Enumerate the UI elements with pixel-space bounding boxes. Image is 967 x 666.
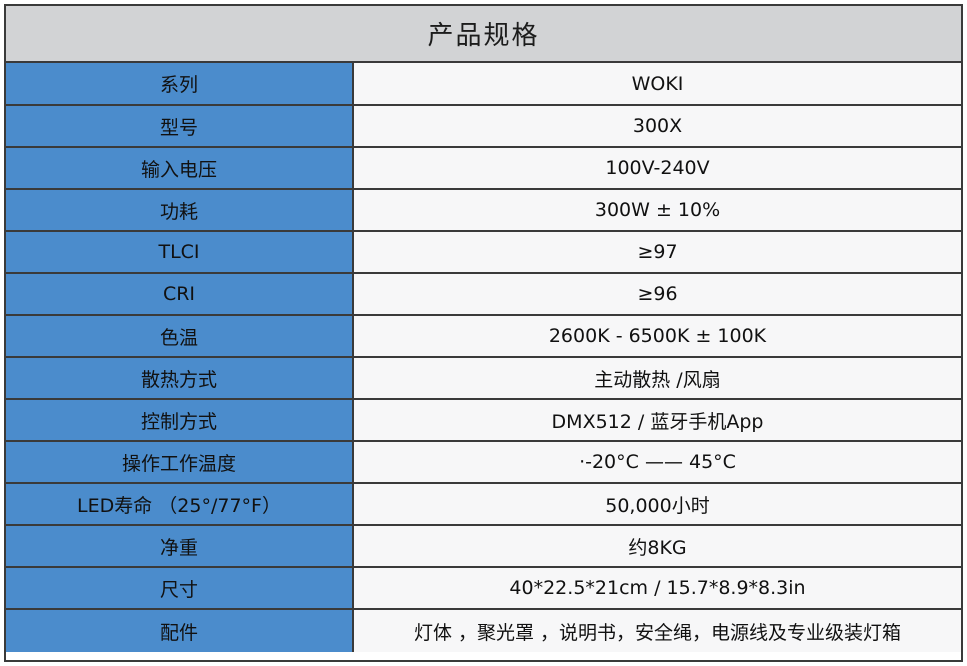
table-row: CRI ≥96	[6, 273, 961, 316]
spec-table: 系列 WOKI 型号 300X 输入电压 100V-240V 功耗 300W ±…	[6, 63, 961, 652]
table-row: 控制方式 DMX512 / 蓝牙手机App	[6, 399, 961, 442]
table-row: 系列 WOKI	[6, 63, 961, 106]
row-label: LED寿命 （25°/77°F）	[6, 483, 354, 526]
table-row: TLCI ≥97	[6, 231, 961, 274]
row-value: ≥96	[353, 273, 961, 316]
row-label: 净重	[6, 525, 354, 568]
table-row: 色温 2600K - 6500K ± 100K	[6, 315, 961, 358]
row-value: DMX512 / 蓝牙手机App	[353, 399, 961, 442]
row-label: 控制方式	[6, 399, 354, 442]
row-value: ≥97	[353, 231, 961, 274]
table-row: 功耗 300W ± 10%	[6, 189, 961, 232]
row-label: 配件	[6, 609, 354, 652]
table-row: 型号 300X	[6, 105, 961, 148]
row-value: 主动散热 /风扇	[353, 357, 961, 400]
row-value: 约8KG	[353, 525, 961, 568]
row-value: 40*22.5*21cm / 15.7*8.9*8.3in	[353, 567, 961, 610]
row-label: 散热方式	[6, 357, 354, 400]
table-row: 尺寸 40*22.5*21cm / 15.7*8.9*8.3in	[6, 567, 961, 610]
spec-sheet: 产品规格 系列 WOKI 型号 300X 输入电压 100V-240V 功耗 3…	[4, 4, 963, 662]
row-value: WOKI	[353, 63, 961, 106]
table-row: 散热方式 主动散热 /风扇	[6, 357, 961, 400]
row-value: 100V-240V	[353, 147, 961, 190]
row-value: 300W ± 10%	[353, 189, 961, 232]
row-label: 系列	[6, 63, 354, 106]
row-label: CRI	[6, 273, 354, 316]
table-row: 操作工作温度 ·-20°C —— 45°C	[6, 441, 961, 484]
row-value: 2600K - 6500K ± 100K	[353, 315, 961, 358]
spec-title: 产品规格	[6, 6, 961, 63]
row-label: 色温	[6, 315, 354, 358]
row-label: 输入电压	[6, 147, 354, 190]
table-row: 净重 约8KG	[6, 525, 961, 568]
table-row: 输入电压 100V-240V	[6, 147, 961, 190]
table-row: LED寿命 （25°/77°F） 50,000小时	[6, 483, 961, 526]
row-label: TLCI	[6, 231, 354, 274]
row-value: 300X	[353, 105, 961, 148]
row-label: 型号	[6, 105, 354, 148]
row-label: 尺寸	[6, 567, 354, 610]
row-label: 操作工作温度	[6, 441, 354, 484]
row-value: 50,000小时	[353, 483, 961, 526]
row-value: ·-20°C —— 45°C	[353, 441, 961, 484]
table-row: 配件 灯体 ，聚光罩 ，说明书，安全绳，电源线及专业级装灯箱	[6, 609, 961, 652]
row-label: 功耗	[6, 189, 354, 232]
row-value: 灯体 ，聚光罩 ，说明书，安全绳，电源线及专业级装灯箱	[353, 609, 961, 652]
